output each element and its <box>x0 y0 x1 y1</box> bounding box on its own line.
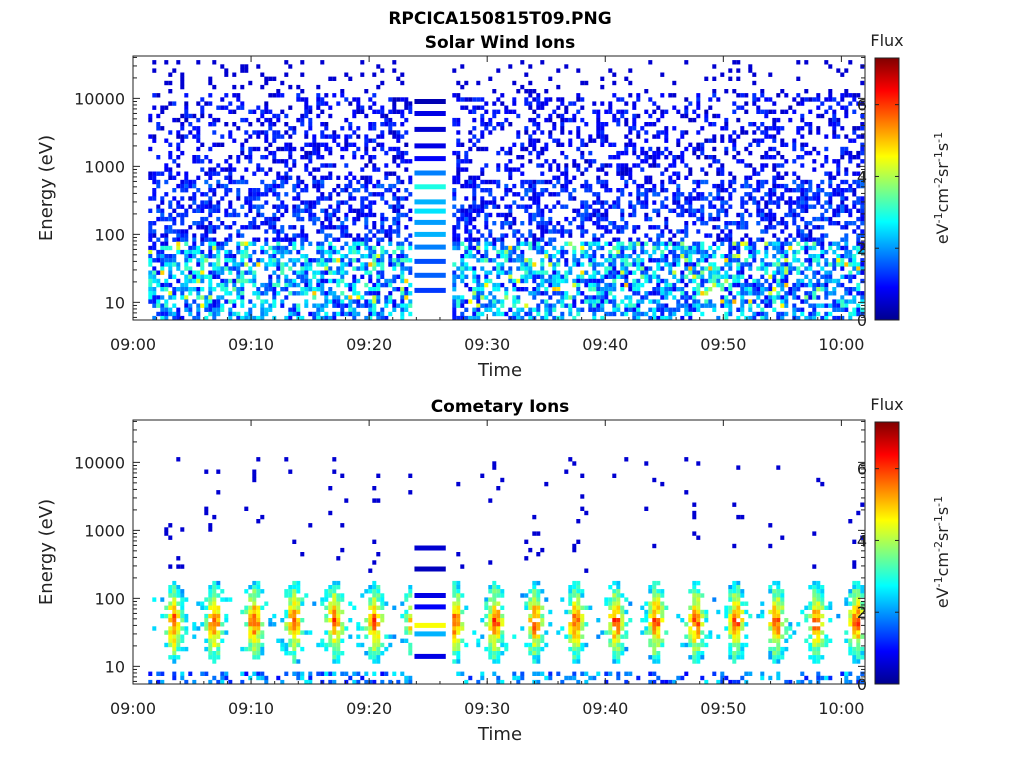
x-tick-label: 09:40 <box>582 699 628 718</box>
panel-title: Solar Wind Ions <box>425 33 576 53</box>
x-axis-label: Time <box>477 724 522 745</box>
colorbar-tick-label: 0 <box>857 311 867 330</box>
heatmap-cells <box>148 457 865 685</box>
y-tick-label: 10000 <box>74 89 125 108</box>
y-tick-label: 10000 <box>74 453 125 472</box>
colorbar-title: Flux <box>870 395 903 414</box>
x-tick-label: 09:00 <box>110 699 156 718</box>
y-tick-label: 10 <box>105 657 125 676</box>
x-tick-label: 09:10 <box>228 335 274 354</box>
y-tick-label: 100 <box>94 225 125 244</box>
x-axis-label: Time <box>477 360 522 381</box>
colorbar-tick-label: 0 <box>857 675 867 694</box>
heatmap-cells <box>148 60 865 321</box>
colorbar-unit-label: eV-1cm-2sr-1s-1 <box>932 496 953 608</box>
plot-frame <box>132 55 866 321</box>
x-tick-label: 09:10 <box>228 699 274 718</box>
colorbar: 0 2 4 6 Flux eV-1cm-2sr-1s-1 <box>857 31 952 330</box>
x-tick-label: 09:30 <box>464 699 510 718</box>
y-tick-label: 10 <box>105 293 125 312</box>
y-tick-label: 100 <box>94 589 125 608</box>
colorbar-unit-label: eV-1cm-2sr-1s-1 <box>932 132 953 244</box>
colorbar: 0 2 4 6 Flux eV-1cm-2sr-1s-1 <box>857 395 952 694</box>
colorbar-tick-label: 4 <box>857 167 867 186</box>
x-tick-label: 09:40 <box>582 335 628 354</box>
x-tick-label: 10:00 <box>818 699 864 718</box>
panel-title: Cometary Ions <box>431 397 570 417</box>
colorbar-tick-label: 2 <box>857 603 867 622</box>
plot-frame <box>132 419 866 685</box>
cometary-panel: 09:00 09:10 09:20 09:30 09:40 09:50 10:00 10 100… <box>36 395 952 745</box>
solar-wind-panel: 09:00 09:10 09:20 09:30 09:40 09:50 10:00 10 100… <box>36 31 952 381</box>
x-tick-label: 09:00 <box>110 335 156 354</box>
y-axis-label: Energy (eV) <box>36 499 57 605</box>
colorbar-tick-label: 6 <box>857 460 867 479</box>
y-tick-label: 1000 <box>84 157 125 176</box>
colorbar-tick-label: 2 <box>857 239 867 258</box>
y-tick-label: 1000 <box>84 521 125 540</box>
colorbar-tick-label: 6 <box>857 96 867 115</box>
x-tick-label: 09:30 <box>464 335 510 354</box>
colorbar-title: Flux <box>870 31 903 50</box>
colorbar-tick-label: 4 <box>857 531 867 550</box>
y-axis-label: Energy (eV) <box>36 135 57 241</box>
x-tick-label: 09:50 <box>700 335 746 354</box>
x-tick-label: 09:50 <box>700 699 746 718</box>
x-tick-label: 10:00 <box>818 335 864 354</box>
x-tick-label: 09:20 <box>346 699 392 718</box>
figure-title: RPCICA150815T09.PNG <box>388 9 611 29</box>
x-tick-label: 09:20 <box>346 335 392 354</box>
